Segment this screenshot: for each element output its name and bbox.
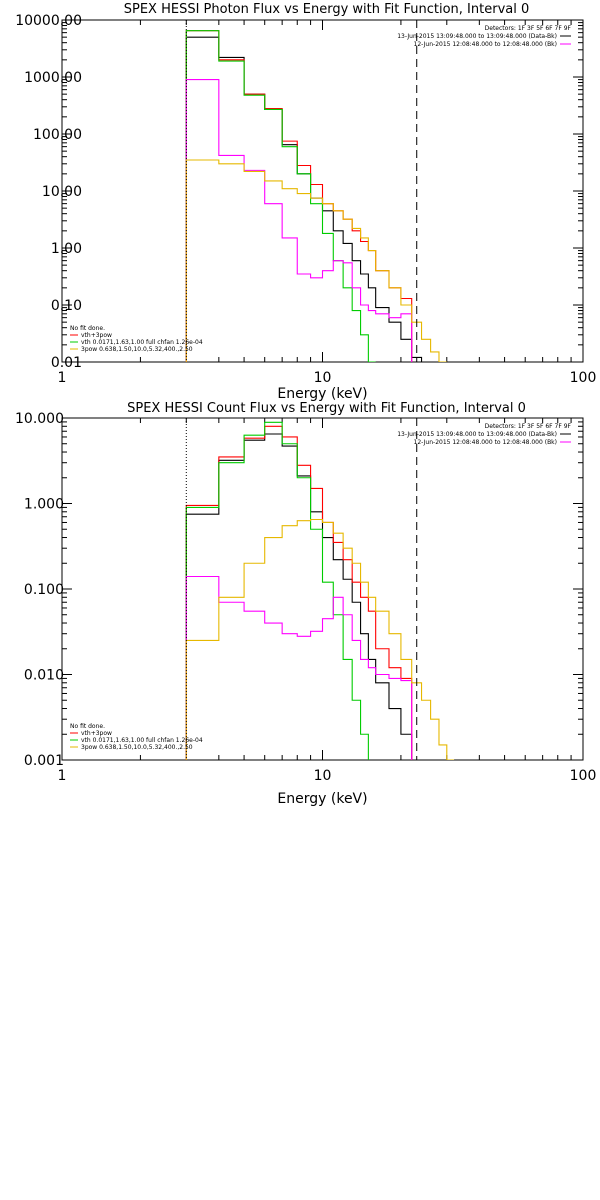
plot-frame <box>61 417 584 761</box>
y-tick-label: 0.10 <box>51 298 82 314</box>
legend-bottom-entry: vth+3pow <box>81 332 112 339</box>
legend-top-entry: 13-Jun-2015 13:09:48.000 to 13:09:48.000… <box>397 431 557 438</box>
legend-status: No fit done. <box>70 325 105 332</box>
series-line-3 <box>185 421 369 760</box>
series-line-3 <box>185 30 376 362</box>
legend-bottom-entry: vth+3pow <box>81 730 112 737</box>
legend-bottom-entry: vth 0.0171,1.63,1.00 full chfan 1.26e-04 <box>81 737 203 744</box>
legend-top-entry: 12-Jun-2015 12:08:48.000 to 12:08:48.000… <box>414 439 557 446</box>
y-tick-label: 10000.00 <box>15 13 82 29</box>
x-tick-label: 10 <box>314 768 332 784</box>
series-line-2 <box>185 30 413 362</box>
x-tick-label: 100 <box>570 768 597 784</box>
chart-2: SPEX HESSI Count Flux vs Energy with Fit… <box>15 401 596 807</box>
series-line-4 <box>185 575 413 760</box>
y-tick-label: 10.000 <box>15 411 64 427</box>
x-tick-label: 100 <box>570 370 597 386</box>
y-tick-label: 1.000 <box>24 497 64 513</box>
chart-title: SPEX HESSI Photon Flux vs Energy with Fi… <box>124 2 530 17</box>
x-axis-label: Energy (keV) <box>277 791 367 807</box>
chart-1: SPEX HESSI Photon Flux vs Energy with Fi… <box>15 2 596 402</box>
legend-top-entry: 12-Jun-2015 12:08:48.000 to 12:08:48.000… <box>414 41 557 48</box>
series-line-5 <box>185 159 447 362</box>
y-tick-label: 0.01 <box>51 355 82 371</box>
legend-bottom-entry: 3pow 0.638,1.50,10.0,5.32,400.,2.50 <box>81 346 193 353</box>
series-line-4 <box>185 79 413 362</box>
y-tick-label: 10.00 <box>42 184 82 200</box>
x-axis-label: Energy (keV) <box>277 386 367 402</box>
series-line-5 <box>185 518 455 760</box>
legend-status: No fit done. <box>70 723 105 730</box>
x-tick-label: 1 <box>58 768 67 784</box>
y-tick-label: 1.00 <box>51 241 82 257</box>
y-tick-label: 100.00 <box>33 127 82 143</box>
legend-detectors: Detectors: 1F 3F 5F 6F 7F 9F <box>485 423 572 430</box>
legend-bottom-entry: 3pow 0.638,1.50,10.0,5.32,400.,2.50 <box>81 744 193 751</box>
y-tick-label: 0.010 <box>24 668 64 684</box>
legend-bottom-entry: vth 0.0171,1.63,1.00 full chfan 1.26e-04 <box>81 339 203 346</box>
x-tick-label: 10 <box>314 370 332 386</box>
series-line-1 <box>185 433 413 760</box>
y-tick-label: 1000.00 <box>24 70 82 86</box>
x-tick-label: 1 <box>58 370 67 386</box>
y-tick-label: 0.001 <box>24 753 64 769</box>
legend-detectors: Detectors: 1F 3F 5F 6F 7F 9F <box>485 25 572 32</box>
y-tick-label: 0.100 <box>24 582 64 598</box>
legend-top-entry: 13-Jun-2015 13:09:48.000 to 13:09:48.000… <box>397 33 557 40</box>
series-line-1 <box>185 36 423 362</box>
chart-title: SPEX HESSI Count Flux vs Energy with Fit… <box>127 401 526 416</box>
